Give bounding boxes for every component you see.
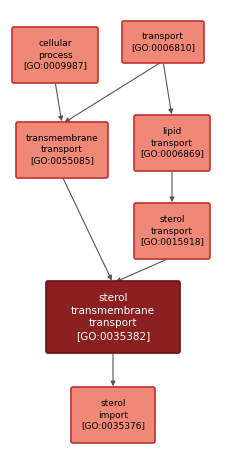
Text: sterol
transport
[GO:0015918]: sterol transport [GO:0015918] [140,216,204,247]
FancyBboxPatch shape [12,27,98,83]
FancyBboxPatch shape [122,21,204,63]
FancyBboxPatch shape [71,387,155,443]
Text: transmembrane
transport
[GO:0055085]: transmembrane transport [GO:0055085] [26,134,98,166]
Text: sterol
import
[GO:0035376]: sterol import [GO:0035376] [81,400,145,431]
Text: cellular
process
[GO:0009987]: cellular process [GO:0009987] [23,39,87,71]
FancyBboxPatch shape [134,203,210,259]
Text: sterol
transmembrane
transport
[GO:0035382]: sterol transmembrane transport [GO:00353… [71,294,155,341]
FancyBboxPatch shape [46,281,180,353]
Text: lipid
transport
[GO:0006869]: lipid transport [GO:0006869] [140,127,204,159]
Text: transport
[GO:0006810]: transport [GO:0006810] [131,32,195,52]
FancyBboxPatch shape [16,122,108,178]
FancyBboxPatch shape [134,115,210,171]
